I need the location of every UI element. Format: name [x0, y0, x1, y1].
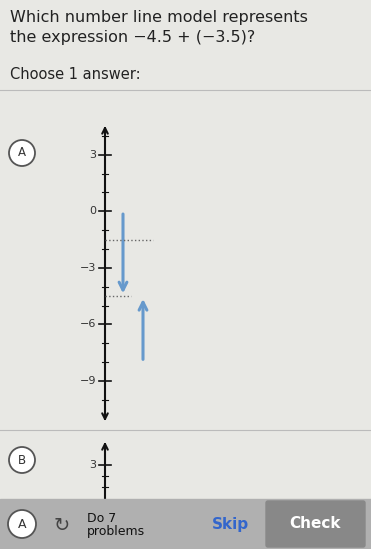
Text: Do 7: Do 7	[87, 513, 116, 525]
Circle shape	[9, 140, 35, 166]
Text: 0: 0	[89, 206, 96, 216]
Text: A: A	[18, 518, 26, 530]
Text: Check: Check	[289, 517, 341, 531]
Text: Skip: Skip	[211, 517, 249, 531]
Text: problems: problems	[87, 524, 145, 537]
Text: 3: 3	[89, 150, 96, 160]
Text: the expression −4.5 + (−3.5)?: the expression −4.5 + (−3.5)?	[10, 30, 255, 45]
Text: 3: 3	[89, 460, 96, 469]
Circle shape	[9, 447, 35, 473]
FancyBboxPatch shape	[266, 501, 365, 547]
Bar	[0, 499, 371, 549]
Text: A: A	[18, 147, 26, 160]
Text: Which number line model represents: Which number line model represents	[10, 10, 308, 25]
Text: −3: −3	[80, 263, 96, 273]
Text: B: B	[18, 453, 26, 467]
Text: −9: −9	[79, 376, 96, 386]
Text: ↻: ↻	[54, 517, 70, 535]
Text: −6: −6	[80, 320, 96, 329]
Circle shape	[8, 510, 36, 538]
Text: Choose 1 answer:: Choose 1 answer:	[10, 67, 141, 82]
